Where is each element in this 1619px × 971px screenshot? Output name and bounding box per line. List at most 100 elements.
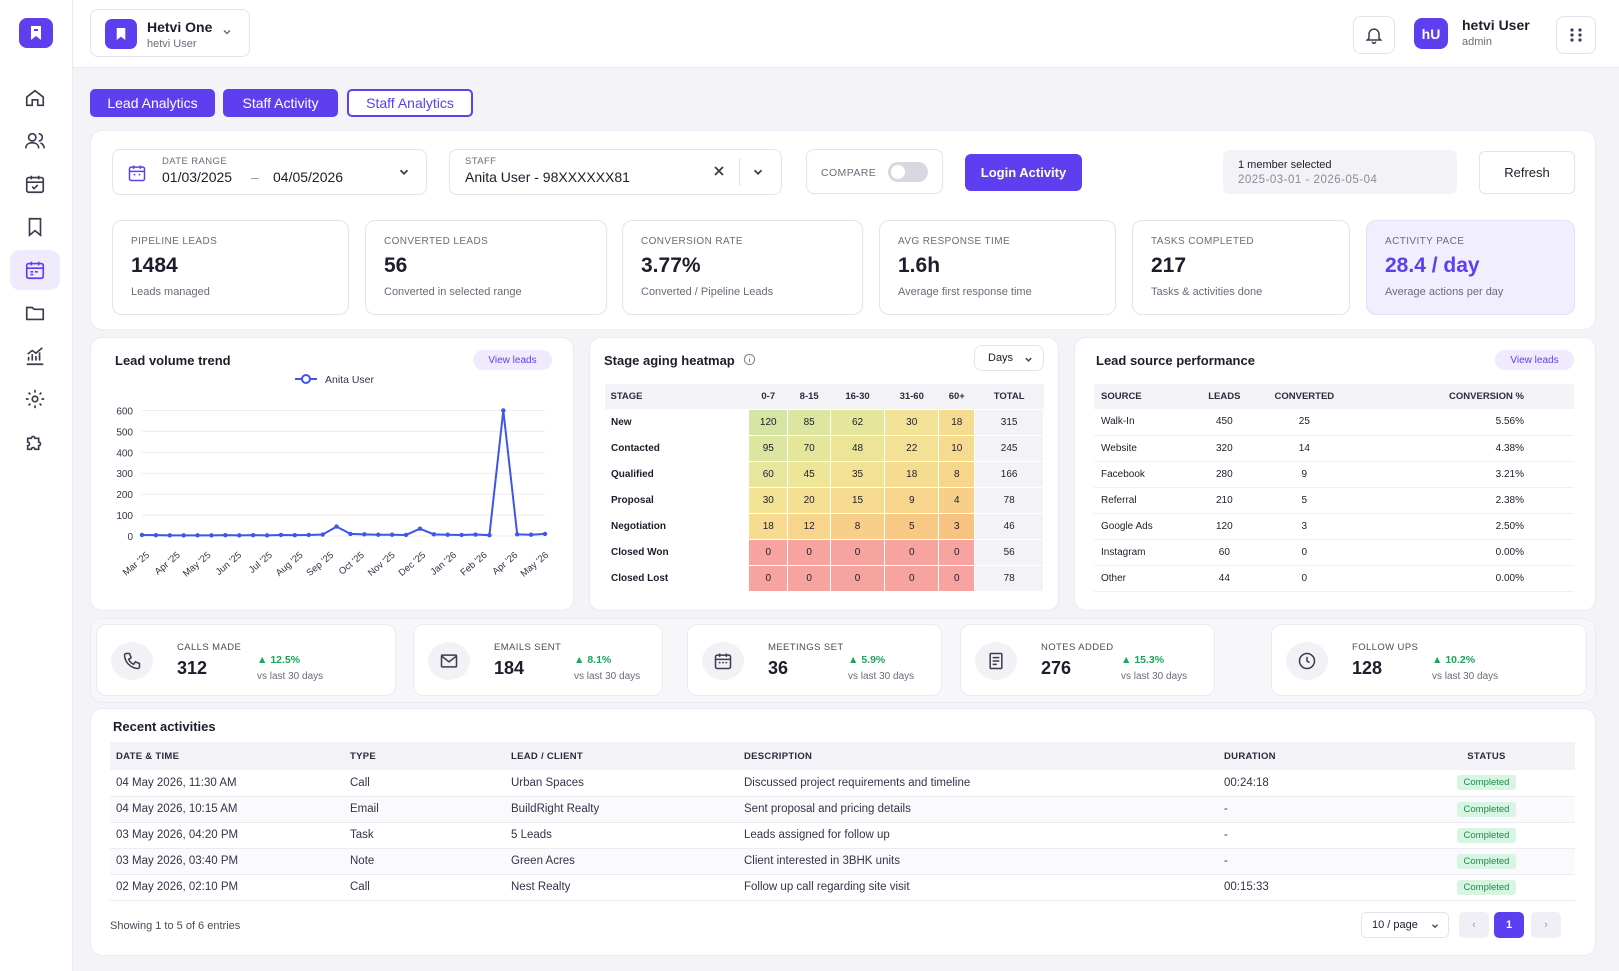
clear-icon[interactable] — [712, 164, 726, 181]
users-icon[interactable] — [10, 121, 60, 161]
data-point — [459, 532, 464, 538]
settings-icon[interactable] — [10, 379, 60, 419]
note-icon — [975, 642, 1017, 680]
org-badge-icon — [105, 19, 137, 49]
data-point — [542, 531, 548, 537]
divider — [739, 158, 740, 186]
source-cell: 0.00% — [1356, 539, 1574, 566]
activity-cell: 04 May 2026, 11:30 AM — [110, 770, 344, 797]
table-row[interactable]: 04 May 2026, 10:15 AM Email BuildRight Rea… — [110, 796, 1575, 823]
mail-icon — [428, 642, 470, 680]
source-view-leads-button[interactable]: View leads — [1495, 350, 1574, 370]
activity-cell: - — [1218, 848, 1398, 875]
kpi-sub: Tasks & activities done — [1151, 286, 1263, 298]
heatmap-row: Contacted 95 70 48 22 10 245 — [603, 434, 1044, 462]
source-cell: Referral — [1094, 487, 1197, 514]
data-point — [153, 532, 159, 538]
next-page-button[interactable]: › — [1531, 912, 1561, 938]
table-row[interactable]: 02 May 2026, 02:10 PM Call Nest Realty Foll… — [110, 874, 1575, 901]
prev-page-button[interactable]: ‹ — [1459, 912, 1489, 938]
org-name: Hetvi One — [147, 19, 213, 35]
heatmap-cell: 0 — [938, 538, 976, 566]
puzzle-icon[interactable] — [10, 422, 60, 462]
data-point — [237, 533, 242, 538]
heatmap-header: 0-7 — [748, 384, 788, 409]
data-point — [515, 532, 520, 537]
source-cell: Website — [1094, 435, 1197, 462]
per-page-select[interactable]: 10 / page — [1361, 912, 1449, 938]
selected-range: 2025-03-01 - 2026-05-04 — [1238, 174, 1378, 186]
home-icon[interactable] — [10, 78, 60, 118]
compare-toggle-box: COMPARE — [806, 149, 943, 194]
activity-cell: Nest Realty — [505, 874, 738, 901]
activity-cell: Urban Spaces — [505, 770, 738, 797]
login-activity-button[interactable]: Login Activity — [965, 154, 1082, 191]
notification-bell-icon[interactable] — [1353, 16, 1395, 54]
bookmark-icon[interactable] — [10, 207, 60, 247]
data-point — [320, 532, 325, 537]
compare-label: COMPARE — [821, 167, 877, 179]
page-1-button[interactable]: 1 — [1494, 912, 1524, 938]
info-icon[interactable] — [743, 353, 756, 369]
data-point — [223, 532, 228, 538]
heatmap-cell: 18 — [884, 460, 940, 488]
status-badge: Completed — [1456, 879, 1517, 895]
table-row[interactable]: 03 May 2026, 03:40 PM Note Green Acres Clie… — [110, 848, 1575, 875]
heatmap-cell: 9 — [884, 486, 940, 514]
table-row[interactable]: 04 May 2026, 11:30 AM Call Urban Spaces Dis… — [110, 770, 1575, 797]
apps-grid-icon[interactable] — [1556, 16, 1596, 54]
y-tick-label: 600 — [116, 406, 133, 417]
data-point — [278, 532, 284, 538]
kpi-sub: Converted in selected range — [384, 286, 522, 298]
activity-cell: Follow up call regarding site visit — [738, 874, 1218, 901]
analytics-icon[interactable] — [10, 336, 60, 376]
refresh-button[interactable]: Refresh — [1479, 151, 1575, 194]
source-cell: 120 — [1196, 513, 1253, 540]
trend-view-leads-button[interactable]: View leads — [473, 350, 552, 370]
data-point — [487, 532, 492, 538]
data-point — [348, 531, 353, 537]
calendar-icon[interactable] — [10, 250, 60, 290]
app-logo[interactable] — [19, 18, 53, 48]
activity-header: DATE & TIME — [110, 742, 344, 770]
tab-staff-analytics[interactable]: Staff Analytics — [347, 89, 473, 117]
heatmap-total: 78 — [974, 564, 1044, 592]
heatmap-cell: 18 — [938, 408, 976, 436]
x-tick-label: Nov '25 — [366, 550, 398, 579]
heatmap-row: New 120 85 62 30 18 315 — [603, 408, 1044, 436]
date-to: 04/05/2026 — [273, 169, 344, 185]
source-cell: Other — [1094, 565, 1197, 592]
activity-cell: 02 May 2026, 02:10 PM — [110, 874, 344, 901]
x-tick-label: Sep '25 — [305, 550, 337, 579]
date-range-picker[interactable]: DATE RANGE 01/03/2025 – 04/05/2026 — [112, 149, 427, 195]
source-row: Referral 210 5 2.38% — [1094, 487, 1574, 514]
table-row[interactable]: 03 May 2026, 04:20 PM Task 5 Leads Leads as… — [110, 822, 1575, 849]
avatar[interactable]: hU — [1414, 18, 1448, 49]
data-point — [445, 532, 450, 537]
trend-up-icon: ▲ — [257, 654, 268, 666]
heatmap-unit-select[interactable]: Days — [974, 345, 1044, 371]
org-switcher[interactable]: Hetvi One hetvi User — [90, 9, 250, 57]
calendar-check-icon[interactable] — [10, 164, 60, 204]
tab-lead-analytics[interactable]: Lead Analytics — [90, 89, 215, 117]
calendar-icon — [702, 642, 744, 680]
heatmap-cell: 20 — [787, 486, 831, 514]
compare-toggle[interactable] — [888, 162, 928, 182]
folder-icon[interactable] — [10, 293, 60, 333]
kpi-avg-response: AVG RESPONSE TIME 1.6h Average first res… — [879, 220, 1116, 315]
stat-compare: vs last 30 days — [1121, 671, 1188, 682]
x-tick-label: Dec '25 — [397, 550, 429, 579]
chevron-down-icon[interactable] — [751, 165, 765, 182]
source-cell: 9 — [1252, 461, 1357, 488]
data-point — [139, 532, 145, 538]
heatmap-row: Closed Won 0 0 0 0 0 56 — [603, 538, 1044, 566]
staff-select[interactable]: STAFF Anita User - 98XXXXXX81 — [449, 149, 782, 195]
stat-delta: ▲ 10.2% — [1432, 654, 1475, 666]
stat-delta: ▲ 8.1% — [574, 654, 611, 666]
tab-staff-activity[interactable]: Staff Activity — [223, 89, 338, 117]
data-point — [501, 408, 506, 413]
stat-card: CALLS MADE 312 ▲ 12.5% vs last 30 days — [96, 624, 396, 696]
source-table: SOURCE LEADS CONVERTED CONVERSION % Walk-In… — [1094, 384, 1574, 592]
trend-title: Lead volume trend — [115, 353, 231, 368]
heatmap-cell: 120 — [748, 408, 789, 436]
